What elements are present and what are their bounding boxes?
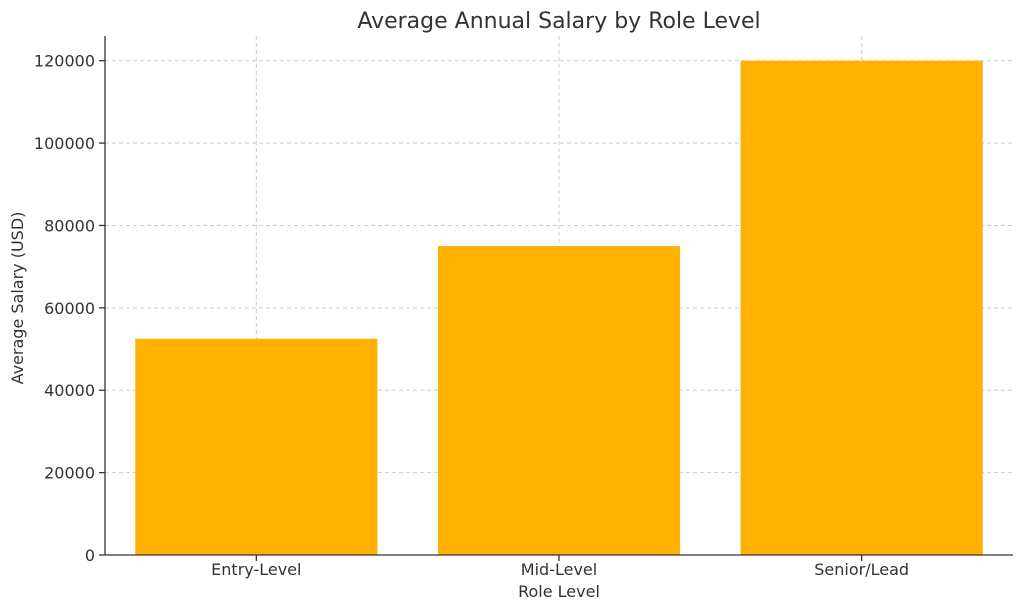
y-tick-label: 60000 <box>44 299 95 318</box>
y-tick-label: 100000 <box>34 134 95 153</box>
axes <box>99 36 1013 561</box>
y-tick-label: 0 <box>85 546 95 565</box>
y-tick-label: 80000 <box>44 216 95 235</box>
y-axis-label: Average Salary (USD) <box>8 212 27 385</box>
bars <box>135 60 983 556</box>
y-tick-label: 20000 <box>44 464 95 483</box>
bar <box>740 60 983 555</box>
y-tick-label: 40000 <box>44 381 95 400</box>
x-tick-label: Mid-Level <box>521 560 597 579</box>
x-axis-label: Role Level <box>518 582 600 601</box>
bar <box>437 246 681 556</box>
x-tick-label: Entry-Level <box>211 560 301 579</box>
bar <box>135 338 378 555</box>
x-tick-label: Senior/Lead <box>814 560 909 579</box>
chart-title: Average Annual Salary by Role Level <box>357 9 760 34</box>
y-tick-label: 120000 <box>34 52 95 71</box>
tick-labels: 0 20000 40000 60000 80000 100000 120000 Entry-L… <box>34 52 909 579</box>
